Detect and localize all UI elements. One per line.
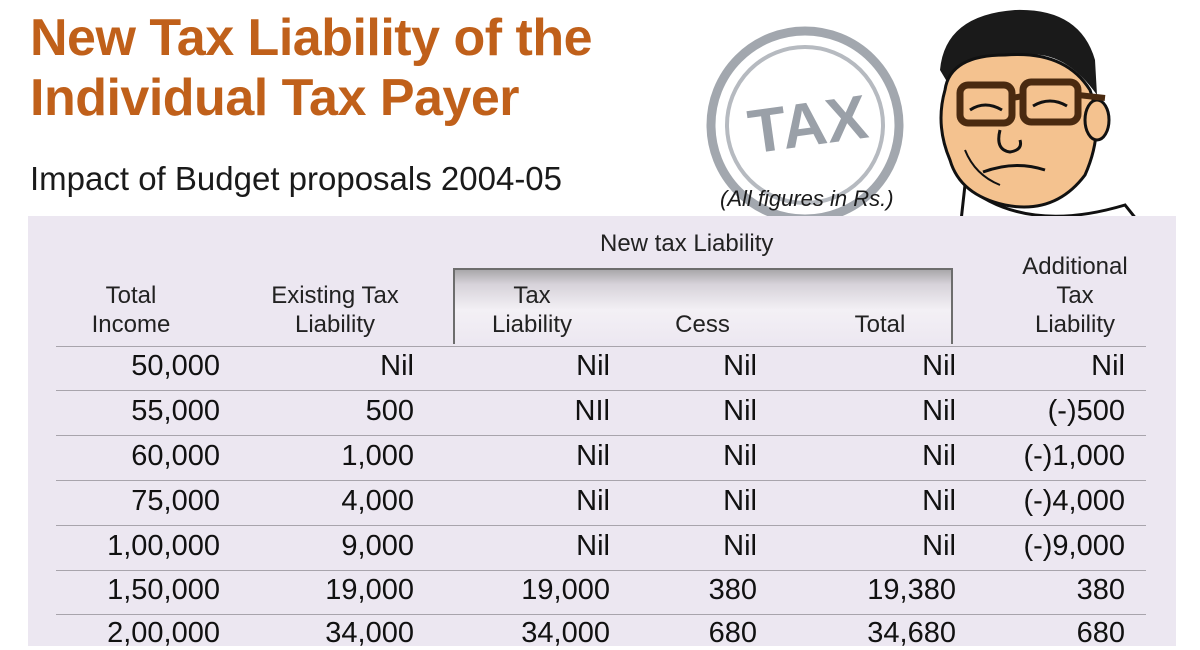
table-cell: 19,380 <box>867 574 956 606</box>
table-cell: (-)1,000 <box>1023 440 1125 472</box>
table-cell: 380 <box>708 574 757 606</box>
table-cell: 9,000 <box>341 530 414 562</box>
table-cell: Nil <box>576 485 610 517</box>
new-tax-group-bracket <box>453 268 953 344</box>
title-line-2: Individual Tax Payer <box>30 69 520 127</box>
table-cell: Nil <box>922 350 956 382</box>
table-cell: NIl <box>574 395 610 427</box>
table-cell: Nil <box>576 350 610 382</box>
table-cell: Nil <box>723 440 757 472</box>
page-subtitle: Impact of Budget proposals 2004-05 <box>30 160 563 197</box>
table-cell: Nil <box>576 530 610 562</box>
table-cell: 1,00,000 <box>107 530 220 562</box>
table-cell: 680 <box>1076 617 1125 649</box>
title-line-1: New Tax Liability of the <box>30 9 593 67</box>
table-cell: 34,000 <box>325 617 414 649</box>
column-header-tax-liability: Tax Liability <box>491 282 573 338</box>
table-cell: Nil <box>922 530 956 562</box>
table-cell: Nil <box>1091 350 1125 382</box>
column-header-total: Total <box>854 311 906 338</box>
table-cell: 75,000 <box>131 485 220 517</box>
column-header-cess: Cess <box>675 311 730 338</box>
group-header-new-tax: New tax Liability <box>600 230 774 257</box>
column-header-total-income: Total Income <box>91 282 171 338</box>
table-cell: 2,00,000 <box>107 617 220 649</box>
table-cell: 55,000 <box>131 395 220 427</box>
table-cell: Nil <box>922 485 956 517</box>
row-divider <box>56 614 1146 615</box>
table-cell: 34,680 <box>867 617 956 649</box>
table-cell: Nil <box>922 440 956 472</box>
table-cell: 680 <box>708 617 757 649</box>
table-cell: Nil <box>723 350 757 382</box>
table-cell: Nil <box>723 530 757 562</box>
table-cell: 380 <box>1076 574 1125 606</box>
table-cell: 50,000 <box>131 350 220 382</box>
row-divider <box>56 525 1146 526</box>
row-divider <box>56 570 1146 571</box>
stamp-text: TAX <box>744 83 872 168</box>
table-cell: Nil <box>723 395 757 427</box>
table-cell: 19,000 <box>325 574 414 606</box>
page-title: New Tax Liability of the Individual Tax … <box>30 8 593 128</box>
table-cell: Nil <box>723 485 757 517</box>
table-cell: 1,50,000 <box>107 574 220 606</box>
table-cell: 60,000 <box>131 440 220 472</box>
table-cell: (-)9,000 <box>1023 530 1125 562</box>
column-header-additional-tax: Additional Tax Liability <box>1022 253 1128 338</box>
table-cell: Nil <box>576 440 610 472</box>
row-divider <box>56 435 1146 436</box>
table-cell: 1,000 <box>341 440 414 472</box>
row-divider <box>56 480 1146 481</box>
row-divider <box>56 390 1146 391</box>
table-cell: 34,000 <box>521 617 610 649</box>
table-cell: Nil <box>380 350 414 382</box>
table-cell: 4,000 <box>341 485 414 517</box>
units-note: (All figures in Rs.) <box>720 186 894 211</box>
caricature-illustration <box>939 9 1145 230</box>
table-cell: Nil <box>922 395 956 427</box>
table-cell: (-)4,000 <box>1023 485 1125 517</box>
column-header-existing-tax: Existing Tax Liability <box>271 282 399 338</box>
table-cell: 19,000 <box>521 574 610 606</box>
table-cell: 500 <box>365 395 414 427</box>
table-cell: (-)500 <box>1047 395 1125 427</box>
row-divider <box>56 346 1146 347</box>
